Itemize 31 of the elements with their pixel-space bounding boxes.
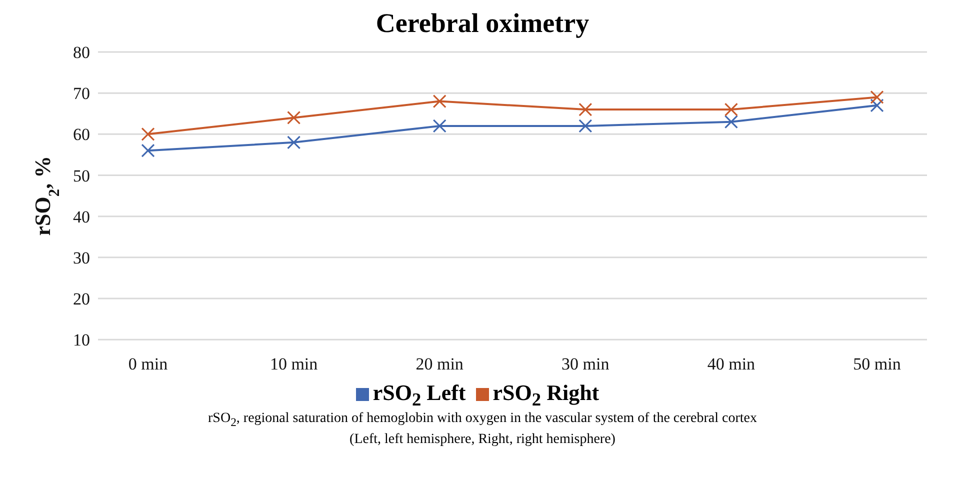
legend-label: rSO$_{2}$ Left bbox=[372, 380, 466, 410]
point bbox=[724, 102, 738, 116]
y-tick-label: 70 bbox=[73, 84, 90, 104]
y-tick-label: 50 bbox=[73, 166, 90, 186]
x-tick-label: 20 min bbox=[416, 354, 464, 374]
point bbox=[432, 94, 446, 108]
text: (Left, left hemisphere, Right, right hemisphere) bbox=[348, 430, 616, 448]
y-tick-label: 20 bbox=[73, 290, 90, 309]
point bbox=[141, 127, 155, 141]
x-tick-label: 10 min bbox=[270, 354, 318, 374]
point bbox=[432, 119, 446, 133]
point bbox=[870, 98, 884, 112]
x-tick-label: 0 min bbox=[128, 354, 168, 374]
x-tick-label: 40 min bbox=[707, 354, 756, 374]
point bbox=[870, 90, 884, 104]
point bbox=[578, 119, 592, 133]
point bbox=[287, 136, 301, 150]
legend-label: rSO$_{2}$ Right bbox=[492, 380, 600, 410]
chart-title: Cerebral oximetry bbox=[374, 8, 590, 40]
point bbox=[724, 115, 738, 129]
x-tick-label: 50 min bbox=[853, 354, 902, 374]
y-tick-label: 10 bbox=[73, 330, 90, 350]
y-tick-label: 60 bbox=[73, 125, 90, 144]
text: rSO$_{2}$, regional saturation of hemoglobin with oxygen in the vascular system of the cerebral cortex bbox=[207, 410, 758, 431]
x-tick-label: 30 min bbox=[562, 354, 610, 374]
point bbox=[141, 144, 155, 158]
y-tick-label: 80 bbox=[73, 43, 90, 62]
y-tick-label: 40 bbox=[73, 207, 90, 226]
y-tick-label: 30 bbox=[73, 248, 90, 268]
point bbox=[287, 110, 301, 125]
point bbox=[578, 102, 592, 116]
